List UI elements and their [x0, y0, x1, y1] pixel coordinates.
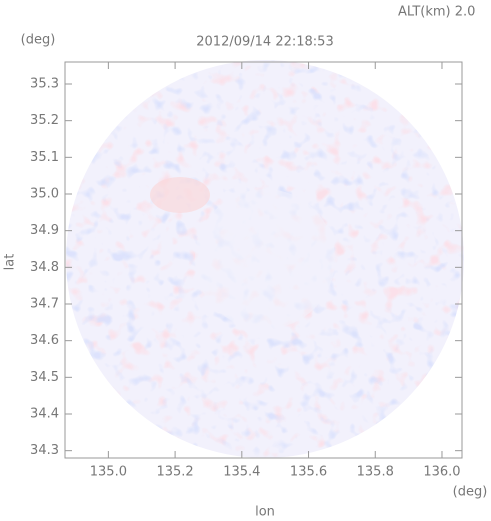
- radar-field: [66, 60, 464, 458]
- x-tick-label: 135.8: [357, 465, 394, 480]
- x-tick-label: 135.6: [290, 465, 327, 480]
- y-tick-label: 35.0: [30, 187, 59, 202]
- field-center: [195, 189, 335, 329]
- x-axis-label: lon: [255, 505, 275, 520]
- y-tick-label: 34.8: [30, 260, 59, 275]
- x-unit: (deg): [453, 485, 488, 500]
- x-tick-label: 135.0: [90, 465, 127, 480]
- y-unit: (deg): [21, 33, 56, 48]
- x-tick-label: 135.2: [156, 465, 193, 480]
- y-tick-label: 34.4: [30, 407, 59, 422]
- y-tick-label: 34.6: [30, 333, 59, 348]
- y-tick-label: 34.7: [30, 297, 59, 312]
- field-patch: [150, 177, 210, 213]
- y-axis-label: lat: [3, 254, 18, 271]
- x-tick-label: 135.4: [223, 465, 260, 480]
- y-tick-label: 35.3: [30, 77, 59, 92]
- x-tick-label: 136.0: [423, 465, 460, 480]
- y-tick-label: 34.5: [30, 370, 59, 385]
- plot-frame: [64, 61, 463, 459]
- y-tick-label: 34.3: [30, 443, 59, 458]
- chart-title: 2012/09/14 22:18:53: [196, 35, 333, 50]
- altitude-label: ALT(km) 2.0: [398, 5, 475, 20]
- y-tick-label: 35.2: [30, 113, 59, 128]
- y-tick-label: 34.9: [30, 223, 59, 238]
- y-tick-label: 35.1: [30, 150, 59, 165]
